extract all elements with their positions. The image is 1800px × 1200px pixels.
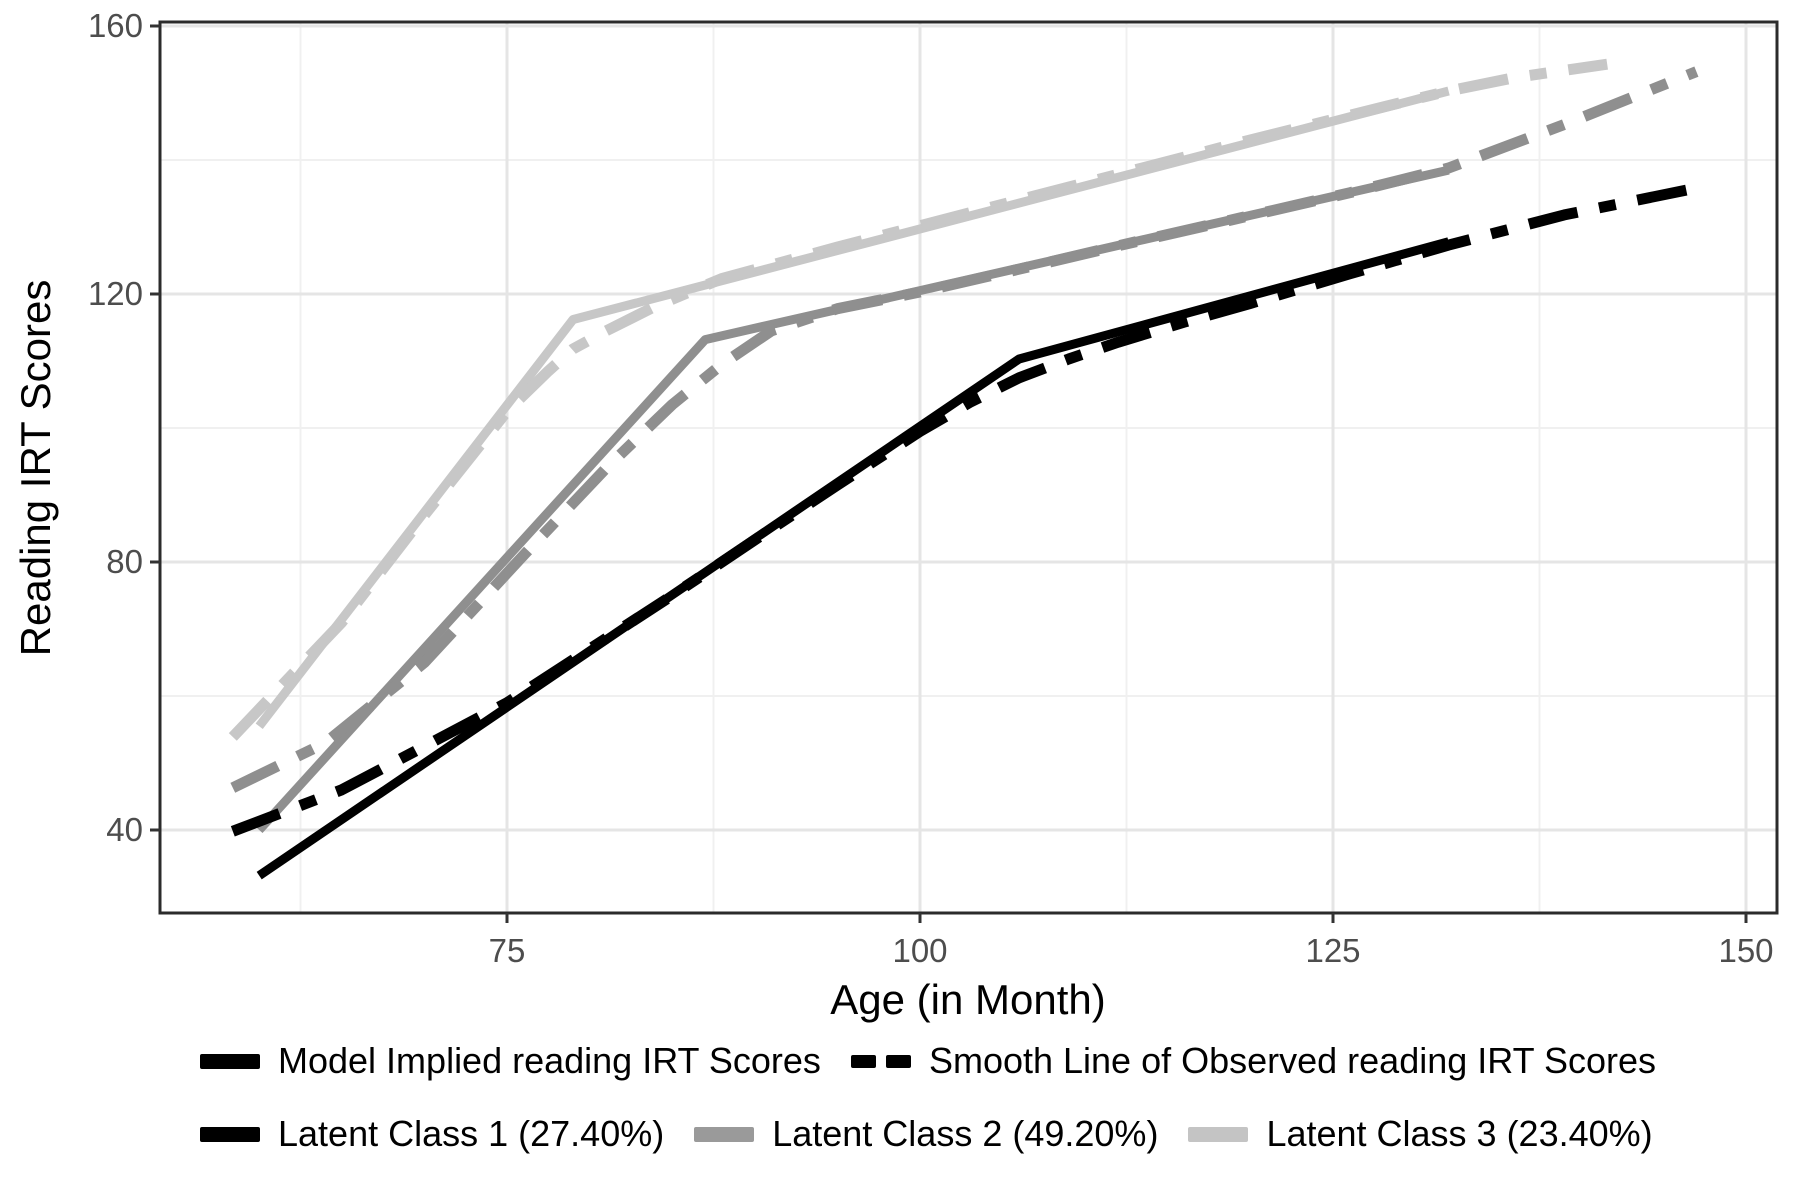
line-chart: 40 80 120 160 75 100 125 150 Age (in Mon… <box>12 7 1779 1023</box>
legend-item-latent-class-2: Latent Class 2 (49.20%) <box>694 1111 1158 1157</box>
legend-label: Latent Class 3 (23.40%) <box>1266 1113 1653 1154</box>
legend-row-latent-classes: Latent Class 1 (27.40%) Latent Class 2 (… <box>200 1111 1800 1157</box>
x-axis-title: Age (in Month) <box>830 976 1105 1023</box>
chart-series <box>228 58 1699 880</box>
class1-observed-line <box>230 182 1698 837</box>
legend-row-line-kind: Model Implied reading IRT Scores Smooth … <box>200 1038 1800 1084</box>
panel-border-rect <box>158 20 1779 915</box>
chart-legend: Model Implied reading IRT Scores Smooth … <box>200 1038 1800 1157</box>
legend-item-latent-class-1: Latent Class 1 (27.40%) <box>200 1111 664 1157</box>
y-tick-label: 80 <box>106 543 143 580</box>
panel-border <box>158 20 1779 915</box>
axis-tick-marks <box>150 24 1748 923</box>
x-tick-label: 100 <box>892 932 947 969</box>
legend-label: Model Implied reading IRT Scores <box>278 1040 821 1081</box>
x-tick-label: 125 <box>1305 932 1360 969</box>
legend-label: Smooth Line of Observed reading IRT Scor… <box>928 1040 1657 1081</box>
legend-item-latent-class-3: Latent Class 3 (23.40%) <box>1188 1111 1653 1157</box>
major-gridlines <box>160 22 1777 913</box>
y-tick-label: 120 <box>88 275 143 312</box>
y-tick-label: 40 <box>106 811 143 848</box>
legend-label: Latent Class 2 (49.20%) <box>772 1113 1159 1154</box>
class3-color-swatch <box>1188 1126 1249 1142</box>
legend-item-smooth-observed: Smooth Line of Observed reading IRT Scor… <box>850 1038 1657 1084</box>
solid-line-swatch <box>200 1053 260 1069</box>
x-tick-label: 75 <box>489 932 526 969</box>
class1-color-swatch <box>200 1126 260 1142</box>
x-tick-label: 150 <box>1718 932 1773 969</box>
class2-observed-line <box>230 66 1699 793</box>
class2-color-swatch <box>694 1126 755 1142</box>
dashed-line-swatch <box>850 1054 911 1068</box>
y-axis-title: Reading IRT Scores <box>12 280 59 657</box>
legend-item-model-implied: Model Implied reading IRT Scores <box>200 1038 821 1084</box>
y-tick-label: 160 <box>88 7 143 44</box>
class3-observed-line <box>228 58 1608 741</box>
legend-label: Latent Class 1 (27.40%) <box>278 1113 665 1154</box>
class1-model-line <box>256 237 1450 880</box>
